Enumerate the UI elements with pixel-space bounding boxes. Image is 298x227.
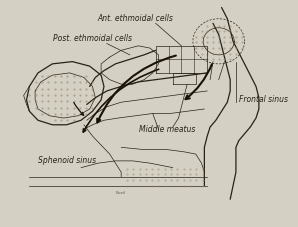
Text: Bueil: Bueil bbox=[116, 191, 126, 195]
Text: Post. ethmoidal cells: Post. ethmoidal cells bbox=[53, 34, 132, 43]
Text: Frontal sinus: Frontal sinus bbox=[239, 95, 288, 104]
Text: Middle meatus: Middle meatus bbox=[139, 125, 195, 133]
Text: Sphenoid sinus: Sphenoid sinus bbox=[38, 156, 96, 165]
Text: Ant. ethmoidal cells: Ant. ethmoidal cells bbox=[97, 14, 173, 23]
